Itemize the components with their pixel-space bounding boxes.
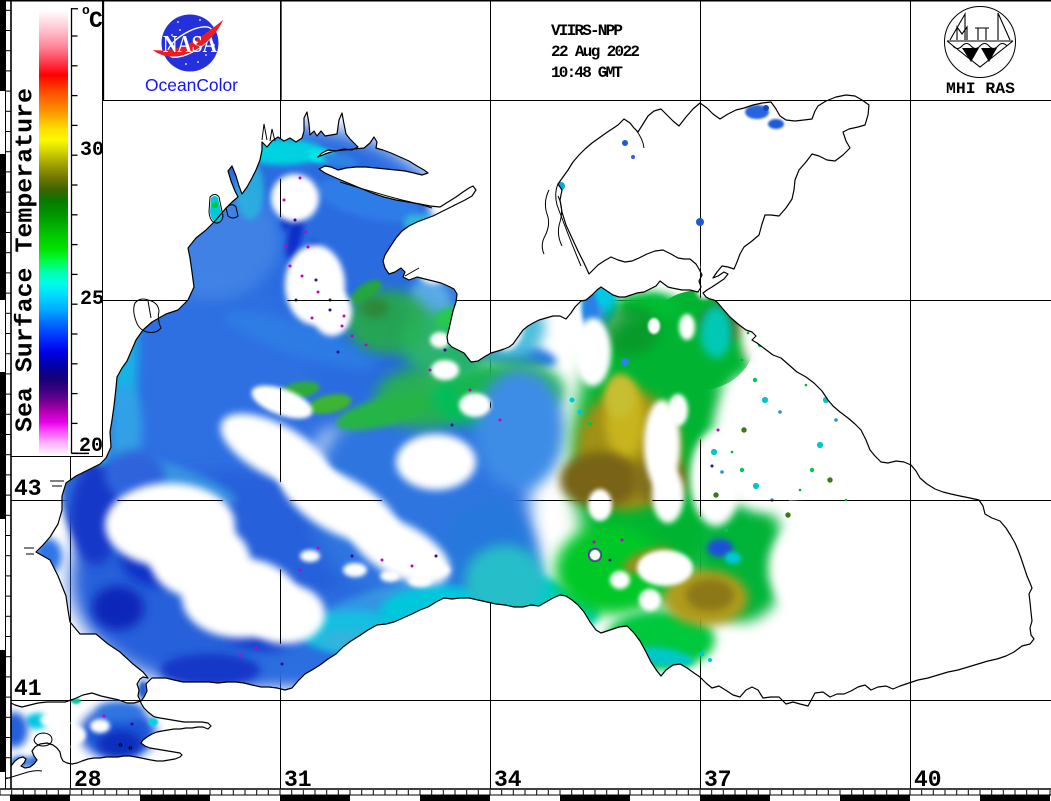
svg-text:25: 25 — [80, 288, 104, 311]
svg-text:10:48 GMT: 10:48 GMT — [551, 64, 623, 82]
svg-text:VIIRS-NPP: VIIRS-NPP — [551, 22, 623, 40]
svg-text:22 Aug 2022: 22 Aug 2022 — [551, 43, 640, 61]
svg-text:C: C — [89, 8, 103, 34]
svg-text:20: 20 — [79, 435, 103, 458]
svg-text:o: o — [82, 3, 90, 18]
svg-text:Sea Surface Temperature: Sea Surface Temperature — [13, 88, 40, 432]
svg-text:41: 41 — [14, 676, 42, 702]
svg-text:43: 43 — [14, 476, 42, 502]
svg-text:MHI RAS: MHI RAS — [946, 80, 1015, 98]
svg-text:30: 30 — [80, 139, 104, 162]
svg-text:OceanColor: OceanColor — [145, 75, 238, 95]
